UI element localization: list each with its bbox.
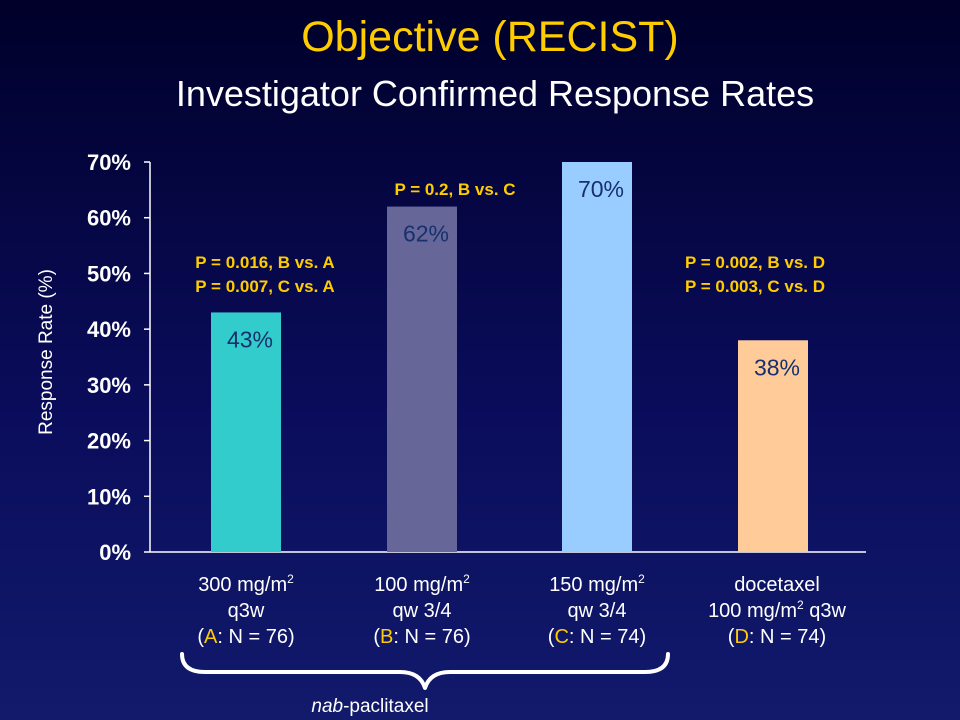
bar	[738, 340, 808, 552]
chart-title: Objective (RECIST)	[301, 13, 679, 61]
y-axis-label: Response Rate (%)	[36, 269, 57, 435]
x-category-label-part: 2	[287, 572, 294, 586]
bar	[211, 312, 281, 552]
x-category-label-part: 300 mg/m	[198, 574, 287, 596]
x-category-label-part: C	[554, 626, 568, 648]
x-category-label-part: 100 mg/m	[374, 574, 463, 596]
bracket-label: nab-paclitaxel	[311, 696, 428, 717]
data-label: 43%	[227, 326, 273, 352]
p-value-annotation: P = 0.002, B vs. D	[685, 253, 825, 272]
x-category-label: 100 mg/m2 qw 3/4 (B: N = 76)	[373, 572, 470, 648]
x-category-label-part: (	[548, 626, 555, 648]
x-category-label-part: 2	[463, 572, 470, 586]
x-category-label-part: qw 3/4	[393, 600, 452, 622]
x-category-label-part: D	[734, 626, 748, 648]
y-tick-label: 40%	[87, 317, 131, 342]
y-tick-label: 70%	[87, 150, 131, 175]
x-category-label-part: B	[380, 626, 393, 648]
x-category-label-part: : N = 76)	[217, 626, 294, 648]
x-category-label-part: (	[197, 626, 204, 648]
x-category-label-part: A	[204, 626, 218, 648]
y-tick-label: 0%	[99, 540, 131, 565]
x-category-label: 150 mg/m2 qw 3/4 (C: N = 74)	[548, 572, 646, 648]
data-label: 38%	[754, 354, 800, 380]
x-category-label-part: : N = 76)	[393, 626, 470, 648]
data-label: 62%	[403, 221, 449, 247]
x-category-label-part: 100 mg/m	[708, 600, 797, 622]
bracket-label-rest: -paclitaxel	[343, 696, 429, 717]
bar	[562, 162, 632, 552]
x-category-label-part: q3w	[228, 600, 265, 622]
y-tick-label: 30%	[87, 373, 131, 398]
x-category-label: docetaxel 100 mg/m2 q3w (D: N = 74)	[708, 574, 846, 648]
x-category-label-part: 2	[638, 572, 645, 586]
x-category-label-part: (	[728, 626, 735, 648]
x-category-label: 300 mg/m2 q3w (A: N = 76)	[197, 572, 294, 648]
y-tick-label: 50%	[87, 261, 131, 286]
x-category-label-part: docetaxel	[734, 574, 820, 596]
x-category-label-part: (	[373, 626, 380, 648]
bracket-brace	[180, 652, 670, 690]
x-category-label-part: 2	[797, 598, 804, 612]
p-value-annotation: P = 0.003, C vs. D	[685, 277, 825, 296]
x-category-label-part: : N = 74)	[569, 626, 646, 648]
x-category-label-part: 150 mg/m	[549, 574, 638, 596]
x-category-label-part: q3w	[804, 600, 847, 622]
y-tick-label: 60%	[87, 206, 131, 231]
p-value-annotation: P = 0.2, B vs. C	[394, 180, 515, 199]
y-tick-label: 20%	[87, 429, 131, 454]
x-category-label-part: : N = 74)	[749, 626, 826, 648]
y-tick-label: 10%	[87, 484, 131, 509]
x-category-label-part: qw 3/4	[568, 600, 627, 622]
p-value-annotation: P = 0.007, C vs. A	[195, 277, 334, 296]
p-value-annotation: P = 0.016, B vs. A	[195, 253, 334, 272]
data-label: 70%	[578, 176, 624, 202]
bracket-label-italic: nab	[311, 696, 343, 717]
bar	[387, 206, 457, 553]
chart-subtitle: Investigator Confirmed Response Rates	[175, 73, 815, 114]
